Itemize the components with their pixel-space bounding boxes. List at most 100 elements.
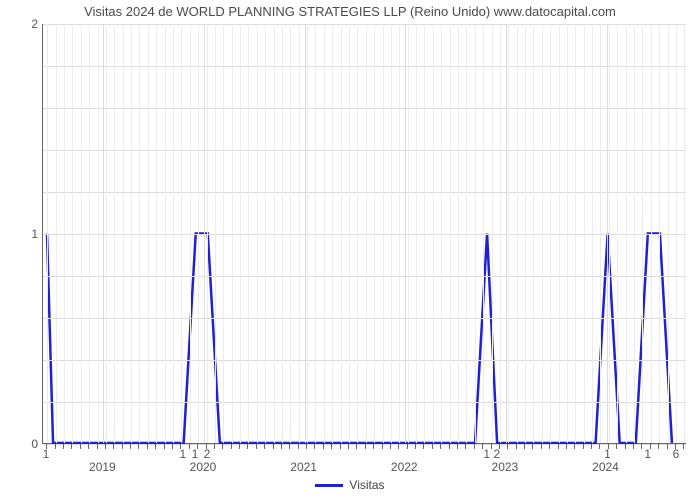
xtick-minor xyxy=(331,444,332,449)
vgrid-minor xyxy=(626,24,627,443)
vgrid-minor xyxy=(458,24,459,443)
xtick-minor xyxy=(239,444,240,449)
xtick-minor xyxy=(625,444,626,449)
xtick-year-label: 2024 xyxy=(592,460,619,474)
xtick-minor xyxy=(298,444,299,449)
xtick-minor xyxy=(449,444,450,449)
xtick-minor xyxy=(356,444,357,449)
xtick-minor xyxy=(658,444,659,449)
xtick-minor xyxy=(314,444,315,449)
vgrid-minor xyxy=(98,24,99,443)
ytick-label: 1 xyxy=(8,227,38,241)
vgrid-minor xyxy=(475,24,476,443)
vgrid-minor xyxy=(89,24,90,443)
xtick-minor xyxy=(105,444,106,449)
vgrid-minor xyxy=(207,24,208,443)
legend-swatch xyxy=(315,484,343,487)
xtick-minor xyxy=(583,444,584,449)
data-point-label: 1 xyxy=(604,447,611,461)
xtick-year-label: 2021 xyxy=(290,460,317,474)
vgrid-minor xyxy=(525,24,526,443)
vgrid-minor xyxy=(307,24,308,443)
xtick-minor xyxy=(457,444,458,449)
xtick-minor xyxy=(231,444,232,449)
legend-label: Visitas xyxy=(349,478,384,492)
ytick-label: 0 xyxy=(8,437,38,451)
vgrid-minor xyxy=(391,24,392,443)
xtick-minor xyxy=(574,444,575,449)
xtick-minor xyxy=(683,444,684,449)
vgrid-minor xyxy=(651,24,652,443)
vgrid-minor xyxy=(399,24,400,443)
xtick-minor xyxy=(138,444,139,449)
xtick-minor xyxy=(566,444,567,449)
xtick-minor xyxy=(147,444,148,449)
vgrid-minor xyxy=(567,24,568,443)
xtick-minor xyxy=(323,444,324,449)
xtick-minor xyxy=(88,444,89,449)
xtick-minor xyxy=(164,444,165,449)
data-point-label: 1 xyxy=(483,447,490,461)
vgrid-minor xyxy=(575,24,576,443)
data-point-label: 1 xyxy=(43,447,50,461)
vgrid-minor xyxy=(265,24,266,443)
xtick-minor xyxy=(558,444,559,449)
xtick-minor xyxy=(340,444,341,449)
vgrid-minor xyxy=(441,24,442,443)
vgrid-minor xyxy=(223,24,224,443)
xtick-minor xyxy=(80,444,81,449)
xtick-minor xyxy=(549,444,550,449)
xtick-minor xyxy=(122,444,123,449)
vgrid-year xyxy=(607,24,608,443)
vgrid-minor xyxy=(349,24,350,443)
vgrid-minor xyxy=(181,24,182,443)
vgrid-minor xyxy=(148,24,149,443)
xtick-minor xyxy=(113,444,114,449)
xtick-minor xyxy=(398,444,399,449)
vgrid-minor xyxy=(274,24,275,443)
vgrid-minor xyxy=(248,24,249,443)
vgrid-minor xyxy=(282,24,283,443)
vgrid-minor xyxy=(668,24,669,443)
xtick-minor xyxy=(264,444,265,449)
xtick-minor xyxy=(306,444,307,449)
vgrid-minor xyxy=(584,24,585,443)
vgrid-minor xyxy=(366,24,367,443)
xtick-minor xyxy=(432,444,433,449)
xtick-minor xyxy=(599,444,600,449)
vgrid-year xyxy=(506,24,507,443)
vgrid-minor xyxy=(240,24,241,443)
vgrid-minor xyxy=(257,24,258,443)
vgrid-minor xyxy=(332,24,333,443)
data-point-label: 1 xyxy=(192,447,199,461)
xtick-minor xyxy=(507,444,508,449)
vgrid-minor xyxy=(609,24,610,443)
vgrid-minor xyxy=(466,24,467,443)
vgrid-year xyxy=(103,24,104,443)
xtick-minor xyxy=(71,444,72,449)
xtick-year-label: 2019 xyxy=(89,460,116,474)
vgrid-minor xyxy=(64,24,65,443)
xtick-minor xyxy=(382,444,383,449)
vgrid-minor xyxy=(500,24,501,443)
visits-chart: Visitas 2024 de WORLD PLANNING STRATEGIE… xyxy=(0,0,700,500)
xtick-minor xyxy=(214,444,215,449)
xtick-minor xyxy=(256,444,257,449)
vgrid-minor xyxy=(72,24,73,443)
vgrid-minor xyxy=(190,24,191,443)
vgrid-minor xyxy=(659,24,660,443)
vgrid-minor xyxy=(600,24,601,443)
vgrid-minor xyxy=(315,24,316,443)
vgrid-minor xyxy=(290,24,291,443)
vgrid-minor xyxy=(483,24,484,443)
vgrid-minor xyxy=(642,24,643,443)
xtick-minor xyxy=(516,444,517,449)
series-polyline xyxy=(47,234,672,444)
xtick-minor xyxy=(172,444,173,449)
xtick-minor xyxy=(667,444,668,449)
vgrid-year xyxy=(204,24,205,443)
xtick-minor xyxy=(541,444,542,449)
xtick-minor xyxy=(281,444,282,449)
xtick-year-label: 2022 xyxy=(391,460,418,474)
vgrid-minor xyxy=(592,24,593,443)
